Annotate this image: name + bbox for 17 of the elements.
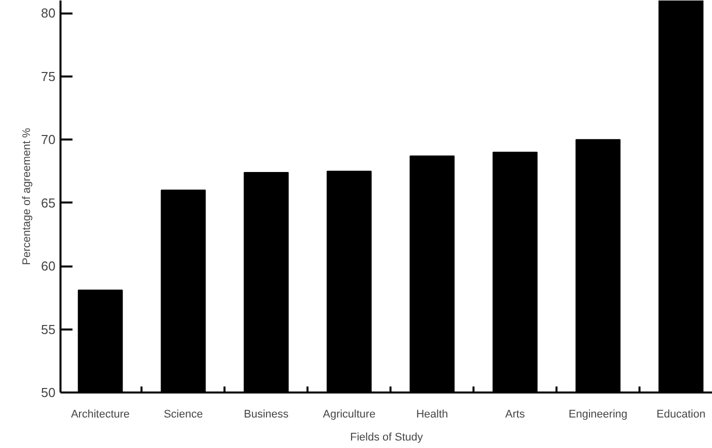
x-axis-title: Fields of Study bbox=[350, 432, 424, 444]
y-tick-label: 60 bbox=[41, 258, 56, 274]
x-tick-label: Science bbox=[164, 408, 203, 420]
y-axis-title: Percentage of agreement % bbox=[21, 128, 34, 265]
y-tick-label: 55 bbox=[41, 322, 56, 337]
x-tick-label: Engineering bbox=[568, 408, 628, 420]
x-tick-label: Business bbox=[244, 408, 290, 420]
y-tick-label: 80 bbox=[41, 6, 56, 21]
x-tick-label: Arts bbox=[505, 408, 526, 420]
x-tick-label: Education bbox=[656, 408, 706, 420]
x-tick-label: Architecture bbox=[70, 408, 130, 420]
y-tick-label: 65 bbox=[41, 195, 56, 210]
x-tick-label: Agriculture bbox=[322, 408, 376, 420]
y-tick-label: 70 bbox=[41, 132, 56, 148]
y-tick-label: 50 bbox=[41, 385, 56, 400]
x-tick-label: Health bbox=[416, 408, 448, 420]
y-tick-label: 75 bbox=[41, 68, 56, 84]
